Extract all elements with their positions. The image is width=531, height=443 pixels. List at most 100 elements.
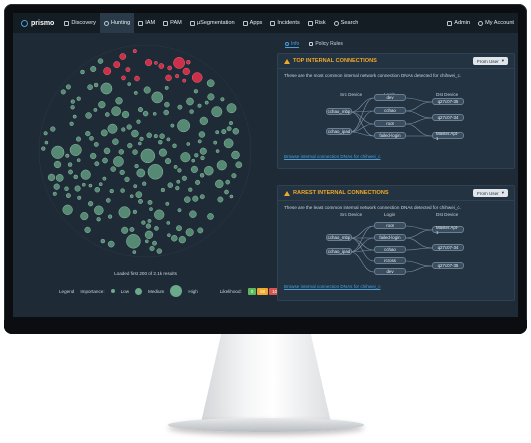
entity-bubble[interactable] — [200, 155, 205, 161]
entity-bubble[interactable] — [177, 208, 182, 213]
entity-bubble[interactable] — [163, 109, 169, 116]
entity-bubble[interactable] — [80, 69, 85, 75]
entity-bubble[interactable] — [194, 153, 199, 158]
entity-bubble[interactable] — [143, 86, 151, 94]
entity-bubble[interactable] — [231, 150, 240, 160]
entity-bubble[interactable] — [119, 169, 125, 176]
dst-node[interactable]: q27c07-35 — [432, 98, 464, 105]
entity-bubble[interactable] — [124, 176, 130, 183]
entity-bubble[interactable] — [177, 119, 191, 133]
entity-bubble[interactable] — [132, 209, 137, 214]
entity-bubble[interactable] — [144, 230, 154, 239]
tab-info[interactable]: Info — [285, 41, 300, 48]
entity-bubble[interactable] — [127, 142, 133, 149]
entity-bubble[interactable] — [223, 138, 234, 149]
entity-bubble[interactable] — [94, 205, 104, 216]
alert-bubble[interactable] — [182, 78, 187, 83]
entity-bubble[interactable] — [127, 82, 131, 86]
entity-bubble[interactable] — [215, 130, 220, 135]
dst-node[interactable]: Master.Apt-1 — [432, 225, 464, 235]
entity-bubble[interactable] — [216, 160, 227, 171]
entity-bubble[interactable] — [51, 145, 65, 159]
entity-bubble[interactable] — [199, 173, 205, 178]
nav-incidents[interactable]: Incidents — [266, 13, 303, 33]
entity-bubble[interactable] — [151, 91, 164, 104]
entity-bubble[interactable] — [87, 84, 93, 91]
entity-bubble[interactable] — [147, 218, 152, 223]
entity-bubble[interactable] — [126, 124, 132, 130]
entity-bubble[interactable] — [60, 89, 66, 95]
entity-bubble[interactable] — [186, 97, 194, 106]
browse-link[interactable]: Browse internal connection DNAs for chih… — [284, 284, 381, 289]
nav-apps[interactable]: Apps — [239, 13, 267, 33]
entity-bubble[interactable] — [166, 137, 171, 142]
entity-bubble[interactable] — [73, 174, 78, 180]
alert-bubble[interactable] — [175, 74, 180, 79]
entity-bubble[interactable] — [190, 165, 198, 173]
entity-bubble[interactable] — [154, 209, 165, 220]
entity-bubble[interactable] — [94, 161, 100, 167]
entity-bubble[interactable] — [149, 207, 153, 211]
dst-node[interactable]: q27c07-34 — [432, 244, 464, 251]
entity-bubble[interactable] — [85, 130, 91, 137]
entity-bubble[interactable] — [170, 123, 175, 128]
dst-node[interactable]: q27c07-34 — [432, 114, 464, 121]
entity-bubble[interactable] — [171, 234, 178, 242]
entity-bubble[interactable] — [107, 123, 118, 134]
entity-bubble[interactable] — [55, 174, 64, 182]
entity-bubble[interactable] — [100, 238, 106, 244]
entity-bubble[interactable] — [50, 126, 56, 132]
alert-bubble[interactable] — [182, 67, 190, 76]
entity-bubble[interactable] — [207, 213, 214, 220]
entity-bubble[interactable] — [217, 196, 224, 203]
entity-bubble[interactable] — [121, 110, 130, 119]
entity-bubble[interactable] — [166, 221, 171, 225]
dst-node[interactable]: q27c07-35 — [432, 262, 464, 269]
entity-bubble[interactable] — [53, 160, 62, 169]
src-node[interactable]: cchao_ipad — [326, 128, 352, 135]
entity-bubble[interactable] — [90, 66, 97, 73]
entity-bubble[interactable] — [221, 129, 227, 135]
entity-bubble[interactable] — [136, 168, 146, 178]
alert-bubble[interactable] — [167, 65, 172, 71]
entity-bubble[interactable] — [129, 194, 134, 198]
entity-bubble[interactable] — [82, 182, 86, 187]
entity-bubble[interactable] — [85, 112, 92, 119]
entity-bubble[interactable] — [93, 82, 99, 88]
entity-bubble[interactable] — [62, 204, 73, 215]
entity-bubble[interactable] — [175, 186, 180, 191]
entity-bubble[interactable] — [198, 131, 206, 138]
entity-bubble[interactable] — [220, 97, 225, 102]
entity-bubble[interactable] — [160, 187, 165, 193]
entity-bubble[interactable] — [142, 181, 147, 186]
from-user-dropdown[interactable]: From User ▾ — [472, 189, 508, 197]
entity-bubble[interactable] — [66, 193, 71, 199]
entity-bubble[interactable] — [185, 228, 194, 237]
alert-bubble[interactable] — [121, 75, 126, 81]
entity-bubble[interactable] — [132, 149, 138, 155]
entity-bubble[interactable] — [121, 226, 129, 234]
entity-bubble[interactable] — [193, 89, 198, 94]
entity-bubble[interactable] — [176, 225, 182, 232]
entity-bubble[interactable] — [76, 96, 81, 101]
entity-bubble[interactable] — [173, 165, 178, 169]
app-logo[interactable]: prismo — [21, 19, 54, 27]
entity-bubble[interactable] — [110, 166, 116, 172]
entity-bubble[interactable] — [129, 227, 135, 232]
entity-bubble[interactable] — [100, 129, 108, 137]
entity-bubble[interactable] — [43, 131, 48, 136]
entity-bubble[interactable] — [145, 239, 149, 244]
src-node[interactable]: cchao_mbp — [326, 234, 352, 241]
entity-bubble[interactable] — [235, 161, 243, 169]
entity-bubble[interactable] — [165, 201, 170, 206]
entity-bubble[interactable] — [96, 217, 101, 222]
entity-bubble[interactable] — [189, 109, 194, 114]
entity-bubble[interactable] — [67, 162, 73, 167]
nav-pam[interactable]: PAM — [159, 13, 186, 33]
entity-bubble[interactable] — [180, 152, 191, 163]
alert-bubble[interactable] — [186, 60, 191, 65]
entity-bubble[interactable] — [204, 100, 209, 105]
entity-bubble[interactable] — [156, 248, 163, 254]
entity-bubble[interactable] — [105, 112, 110, 117]
alert-bubble[interactable] — [125, 67, 131, 72]
